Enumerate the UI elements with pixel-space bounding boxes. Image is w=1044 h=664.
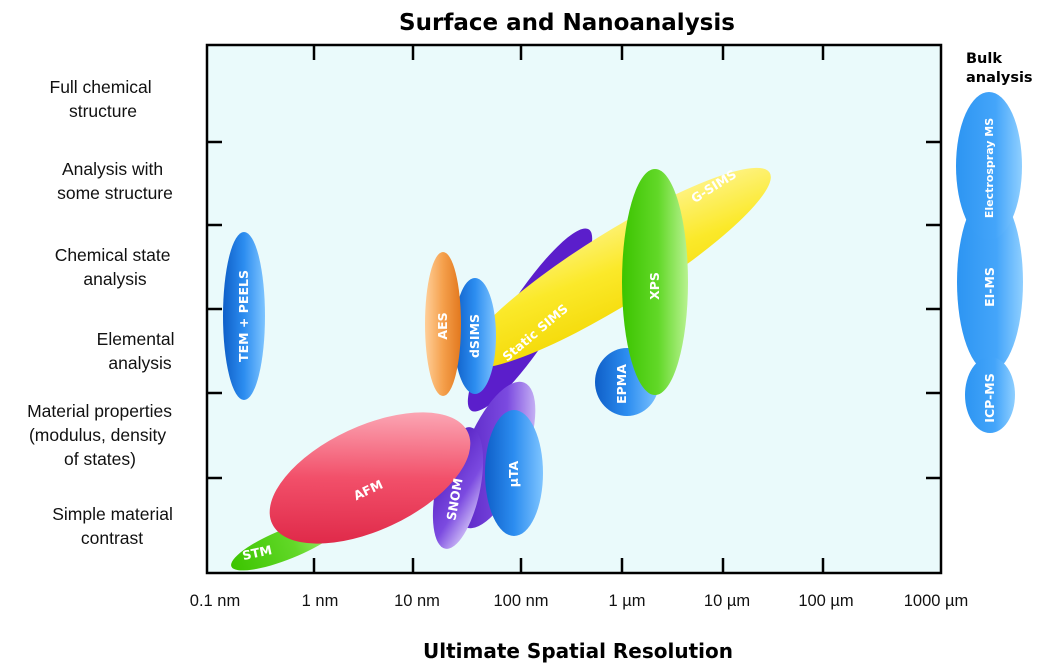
- icp-ms-label: ICP-MS: [982, 373, 997, 422]
- x-tick-label: 1 nm: [302, 592, 339, 610]
- xps-shape: [622, 169, 688, 395]
- chart-title: Surface and Nanoanalysis: [399, 10, 735, 36]
- ei-ms-shape: [957, 192, 1023, 372]
- afm-shape: [269, 412, 471, 544]
- snom-label: SNOM: [443, 477, 465, 521]
- x-tick-label: 100 µm: [798, 592, 853, 610]
- y-category-material-properties: Material properties (modulus, density of…: [27, 401, 177, 469]
- y-category-chemical-state: Chemical state analysis: [55, 245, 176, 289]
- aes-shape: [425, 252, 461, 396]
- tem-peels-shape: [223, 232, 265, 400]
- tem-peels-label: TEM + PEELS: [236, 270, 251, 362]
- static-sims-shape: [463, 167, 771, 369]
- xps-label: XPS: [647, 272, 662, 300]
- y-category-analysis-with-structure: Analysis with some structure: [57, 159, 173, 203]
- epma-label: EPMA: [614, 364, 629, 404]
- uta-label: µTA: [506, 460, 521, 487]
- x-tick-label: 100 nm: [493, 592, 548, 610]
- stm-label: STM: [241, 542, 273, 563]
- electrospray-ms-label: Electrospray MS: [983, 118, 996, 218]
- x-tick-label: 0.1 nm: [190, 592, 240, 610]
- y-category-simple-contrast: Simple material contrast: [52, 504, 177, 548]
- electrospray-ms-shape: [956, 92, 1022, 240]
- x-tick-label: 10 µm: [704, 592, 750, 610]
- dsims-shape: [454, 278, 496, 394]
- aes-label: AES: [435, 312, 450, 339]
- icp-ms-shape: [965, 357, 1015, 433]
- axis-ticks: [207, 45, 941, 573]
- x-tick-label: 1000 µm: [904, 592, 969, 610]
- x-tick-labels: 0.1 nm 1 nm 10 nm 100 nm 1 µm 10 µm 100 …: [190, 592, 969, 610]
- technique-shapes: [223, 92, 1023, 571]
- uta-shape: [485, 410, 543, 536]
- x-tick-label: 1 µm: [608, 592, 645, 610]
- ei-ms-label: EI-MS: [982, 267, 997, 307]
- x-tick-label: 10 nm: [394, 592, 440, 610]
- dsims-label: dSIMS: [467, 314, 482, 358]
- y-category-elemental-analysis: Elemental analysis: [97, 329, 180, 373]
- bulk-analysis-header: Bulk analysis: [966, 51, 1033, 86]
- x-axis-title: Ultimate Spatial Resolution: [423, 639, 733, 663]
- y-category-full-chemical-structure: Full chemical structure: [50, 77, 157, 121]
